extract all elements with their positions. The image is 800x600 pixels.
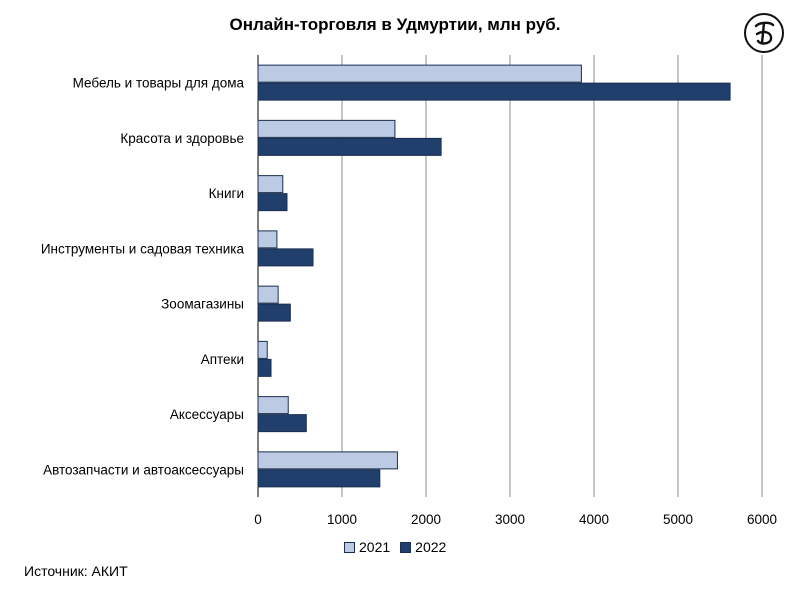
- category-label-6: Аксессуары: [170, 407, 244, 422]
- publisher-logo-icon: [744, 13, 784, 53]
- category-labels: Мебель и товары для дома Красота и здоров…: [41, 76, 245, 478]
- category-label-0: Мебель и товары для дома: [73, 76, 245, 91]
- bar-2021-1: [257, 119, 396, 138]
- x-tick-label-5000: 5000: [663, 512, 693, 527]
- bar-2021-2: [257, 175, 284, 194]
- x-tick-label-2000: 2000: [411, 512, 441, 527]
- bar-2022-3: [257, 248, 314, 267]
- x-tick-label-4000: 4000: [579, 512, 609, 527]
- bar-2022-2: [257, 193, 288, 212]
- legend-item-2021: 2021: [344, 539, 390, 555]
- legend-swatch-2021: [344, 541, 355, 553]
- category-label-2: Книги: [209, 186, 244, 201]
- bar-2021-6: [257, 396, 289, 415]
- x-tick-label-0: 0: [254, 512, 262, 527]
- legend-swatch-2022: [400, 541, 412, 553]
- category-label-4: Зоомагазины: [161, 297, 244, 312]
- legend-item-2022: 2022: [400, 539, 446, 555]
- category-label-3: Инструменты и садовая техника: [41, 241, 245, 256]
- x-tick-label-3000: 3000: [495, 512, 525, 527]
- x-tick-label-1000: 1000: [327, 512, 357, 527]
- chart-title: Онлайн-торговля в Удмуртии, млн руб.: [229, 15, 561, 34]
- legend-label-2022: 2022: [415, 539, 447, 555]
- legend-label-2021: 2021: [359, 539, 391, 555]
- bar-2022-0: [257, 82, 731, 101]
- bar-2021-7: [257, 451, 398, 470]
- x-tick-label-6000: 6000: [747, 512, 777, 527]
- legend: 2021 2022: [344, 538, 446, 556]
- bar-2022-1: [257, 137, 442, 156]
- x-tick-labels: 0 1000 2000 3000 4000 5000 6000: [254, 512, 777, 527]
- bar-2021-0: [257, 64, 582, 83]
- bar-2022-4: [257, 303, 291, 322]
- bar-2022-5: [257, 358, 272, 377]
- category-label-1: Красота и здоровье: [120, 131, 244, 146]
- bars-layer: [257, 64, 731, 488]
- category-label-5: Аптеки: [201, 352, 244, 367]
- category-label-7: Автозапчасти и автоаксессуары: [43, 462, 244, 477]
- bar-2021-5: [257, 340, 268, 359]
- bar-2021-4: [257, 285, 279, 304]
- bar-2022-6: [257, 414, 307, 433]
- bar-2021-3: [257, 230, 278, 249]
- bar-2022-7: [257, 469, 381, 488]
- source-note: Источник: АКИТ: [24, 563, 128, 579]
